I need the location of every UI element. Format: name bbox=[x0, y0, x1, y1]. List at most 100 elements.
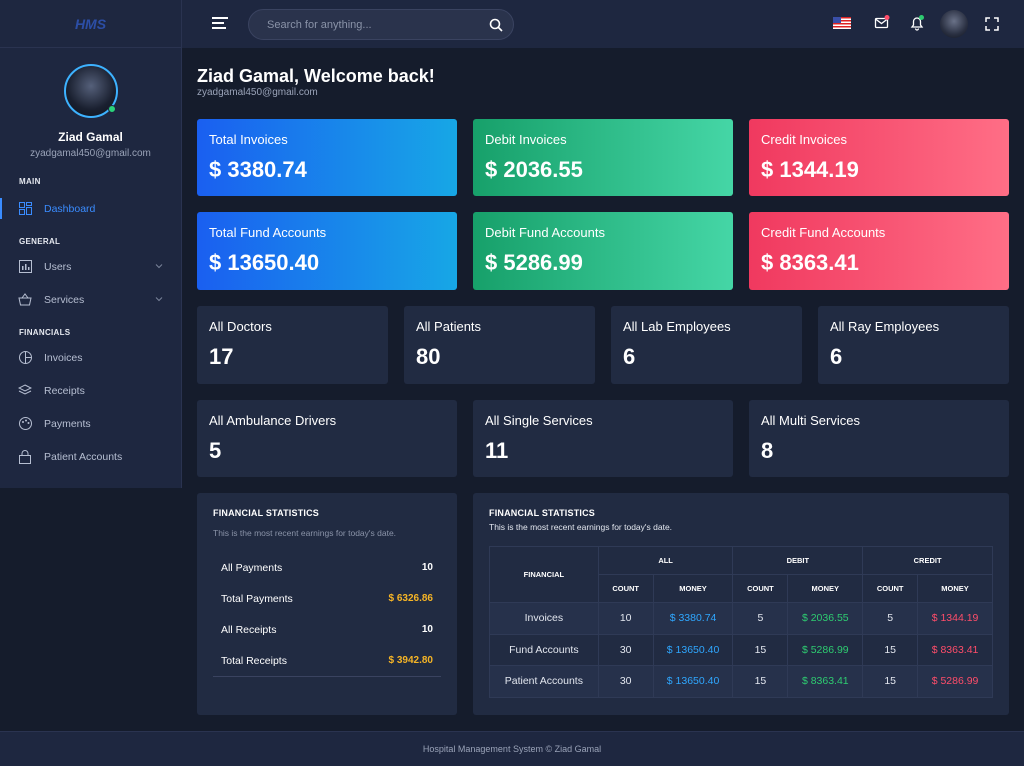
card-debit-invoices[interactable]: Debit Invoices $ 2036.55 bbox=[473, 119, 733, 196]
card-label: All Patients bbox=[416, 319, 482, 334]
table-cell: $ 13650.40 bbox=[652, 665, 734, 698]
table-cell: $ 13650.40 bbox=[652, 633, 734, 666]
card-credit-invoices[interactable]: Credit Invoices $ 1344.19 bbox=[749, 119, 1009, 196]
card-value: $ 8363.41 bbox=[761, 250, 859, 275]
card-label: All Multi Services bbox=[761, 413, 860, 428]
column-header: COUNT bbox=[597, 574, 654, 603]
user-avatar[interactable] bbox=[940, 10, 968, 38]
stats-row: All Payments 10 bbox=[213, 552, 441, 583]
mail-icon[interactable] bbox=[874, 15, 890, 31]
table-cell: Invoices bbox=[489, 602, 599, 635]
card-label: All Ambulance Drivers bbox=[209, 413, 337, 428]
layers-icon bbox=[18, 384, 32, 398]
column-header: DEBIT bbox=[732, 546, 864, 575]
card-value: 17 bbox=[209, 344, 234, 369]
section-financials: FINANCIALS bbox=[19, 328, 71, 337]
card-all-doctors[interactable]: All Doctors 17 bbox=[197, 306, 388, 384]
card-value: 5 bbox=[209, 438, 222, 463]
card-value: $ 3380.74 bbox=[209, 157, 307, 182]
card-total-invoices[interactable]: Total Invoices $ 3380.74 bbox=[197, 119, 457, 196]
stats-value: $ 3942.80 bbox=[388, 655, 434, 666]
card-value: $ 5286.99 bbox=[485, 250, 583, 275]
sidebar-profile: Ziad Gamal zyadgamal450@gmail.com bbox=[0, 48, 181, 159]
card-label: Credit Invoices bbox=[761, 132, 847, 147]
card-value: 11 bbox=[485, 438, 509, 463]
column-header: MONEY bbox=[787, 574, 864, 603]
stats-value: $ 6326.86 bbox=[388, 593, 434, 604]
sidebar-item-dashboard[interactable]: Dashboard bbox=[0, 192, 181, 225]
table-cell: 15 bbox=[862, 633, 919, 666]
search-input[interactable] bbox=[267, 18, 467, 31]
card-label: Credit Fund Accounts bbox=[761, 225, 886, 240]
table-cell: $ 3380.74 bbox=[652, 602, 734, 635]
footer: Hospital Management System © Ziad Gamal bbox=[0, 731, 1024, 766]
card-label: Debit Fund Accounts bbox=[485, 225, 605, 240]
us-flag-icon[interactable] bbox=[833, 17, 851, 29]
logo[interactable]: HMS bbox=[0, 0, 181, 48]
table-cell: 30 bbox=[597, 633, 654, 666]
card-label: All Doctors bbox=[209, 319, 272, 334]
column-header: COUNT bbox=[732, 574, 789, 603]
section-general: GENERAL bbox=[19, 237, 61, 246]
card-label: All Single Services bbox=[485, 413, 593, 428]
card-all-single-services[interactable]: All Single Services 11 bbox=[473, 400, 733, 477]
stats-value: 10 bbox=[421, 562, 433, 573]
sidebar-item-users[interactable]: Users bbox=[0, 250, 181, 283]
card-all-multi-services[interactable]: All Multi Services 8 bbox=[749, 400, 1009, 477]
card-value: $ 1344.19 bbox=[761, 157, 859, 182]
financial-stats-right-panel: FINANCIAL STATISTICS This is the most re… bbox=[473, 493, 1009, 715]
card-all-ray-employees[interactable]: All Ray Employees 6 bbox=[818, 306, 1009, 384]
card-label: Total Fund Accounts bbox=[209, 225, 327, 240]
table-cell: 15 bbox=[732, 633, 789, 666]
sidebar-item-payments[interactable]: Payments bbox=[0, 407, 181, 440]
users-chart-icon bbox=[18, 260, 32, 274]
table-cell: 10 bbox=[597, 602, 654, 635]
search-icon[interactable] bbox=[489, 18, 503, 32]
card-label: Debit Invoices bbox=[485, 132, 567, 147]
sidebar-item-label: Payments bbox=[44, 417, 91, 430]
sidebar-item-patient-accounts[interactable]: Patient Accounts bbox=[0, 440, 181, 473]
column-header: MONEY bbox=[917, 574, 993, 603]
card-value: 6 bbox=[623, 344, 636, 369]
table-cell: $ 1344.19 bbox=[917, 602, 993, 635]
sidebar-item-label: Receipts bbox=[44, 384, 85, 397]
profile-email: zyadgamal450@gmail.com bbox=[30, 148, 151, 159]
sidebar-item-invoices[interactable]: Invoices bbox=[0, 341, 181, 374]
table-cell: 5 bbox=[862, 602, 919, 635]
column-header: MONEY bbox=[652, 574, 734, 603]
sidebar-item-label: Invoices bbox=[44, 351, 83, 364]
column-header: ALL bbox=[597, 546, 734, 575]
stats-row: All Receipts 10 bbox=[213, 614, 441, 645]
sidebar-item-receipts[interactable]: Receipts bbox=[0, 374, 181, 407]
bell-icon[interactable] bbox=[909, 15, 925, 31]
card-value: $ 2036.55 bbox=[485, 157, 583, 182]
card-all-lab-employees[interactable]: All Lab Employees 6 bbox=[611, 306, 802, 384]
card-all-patients[interactable]: All Patients 80 bbox=[404, 306, 595, 384]
table-cell: $ 8363.41 bbox=[787, 665, 864, 698]
stats-value: 10 bbox=[421, 624, 433, 635]
card-all-ambulance-drivers[interactable]: All Ambulance Drivers 5 bbox=[197, 400, 457, 477]
card-label: All Ray Employees bbox=[830, 319, 940, 334]
search-box bbox=[248, 9, 514, 40]
page-title: Ziad Gamal, Welcome back! bbox=[197, 66, 435, 86]
fullscreen-icon[interactable] bbox=[985, 17, 999, 31]
profile-name: Ziad Gamal bbox=[58, 130, 123, 144]
avatar[interactable] bbox=[63, 64, 118, 118]
chevron-down-icon bbox=[155, 264, 163, 269]
table-row: Invoices 10 $ 3380.74 5 $ 2036.55 5 $ 13… bbox=[489, 602, 993, 635]
sidebar-item-services[interactable]: Services bbox=[0, 283, 181, 316]
card-total-fund-accounts[interactable]: Total Fund Accounts $ 13650.40 bbox=[197, 212, 457, 290]
stats-label: Total Receipts bbox=[221, 654, 287, 667]
table-cell: 15 bbox=[862, 665, 919, 698]
card-value: 80 bbox=[416, 344, 441, 369]
footer-text: Hospital Management System © Ziad Gamal bbox=[422, 744, 602, 754]
table-cell: 15 bbox=[732, 665, 789, 698]
table-cell: $ 8363.41 bbox=[917, 633, 993, 666]
card-credit-fund-accounts[interactable]: Credit Fund Accounts $ 8363.41 bbox=[749, 212, 1009, 290]
basket-icon bbox=[18, 293, 32, 307]
section-main: MAIN bbox=[19, 177, 41, 186]
pie-icon bbox=[18, 351, 32, 365]
card-value: 6 bbox=[830, 344, 843, 369]
menu-toggle-icon[interactable] bbox=[212, 17, 228, 31]
card-debit-fund-accounts[interactable]: Debit Fund Accounts $ 5286.99 bbox=[473, 212, 733, 290]
